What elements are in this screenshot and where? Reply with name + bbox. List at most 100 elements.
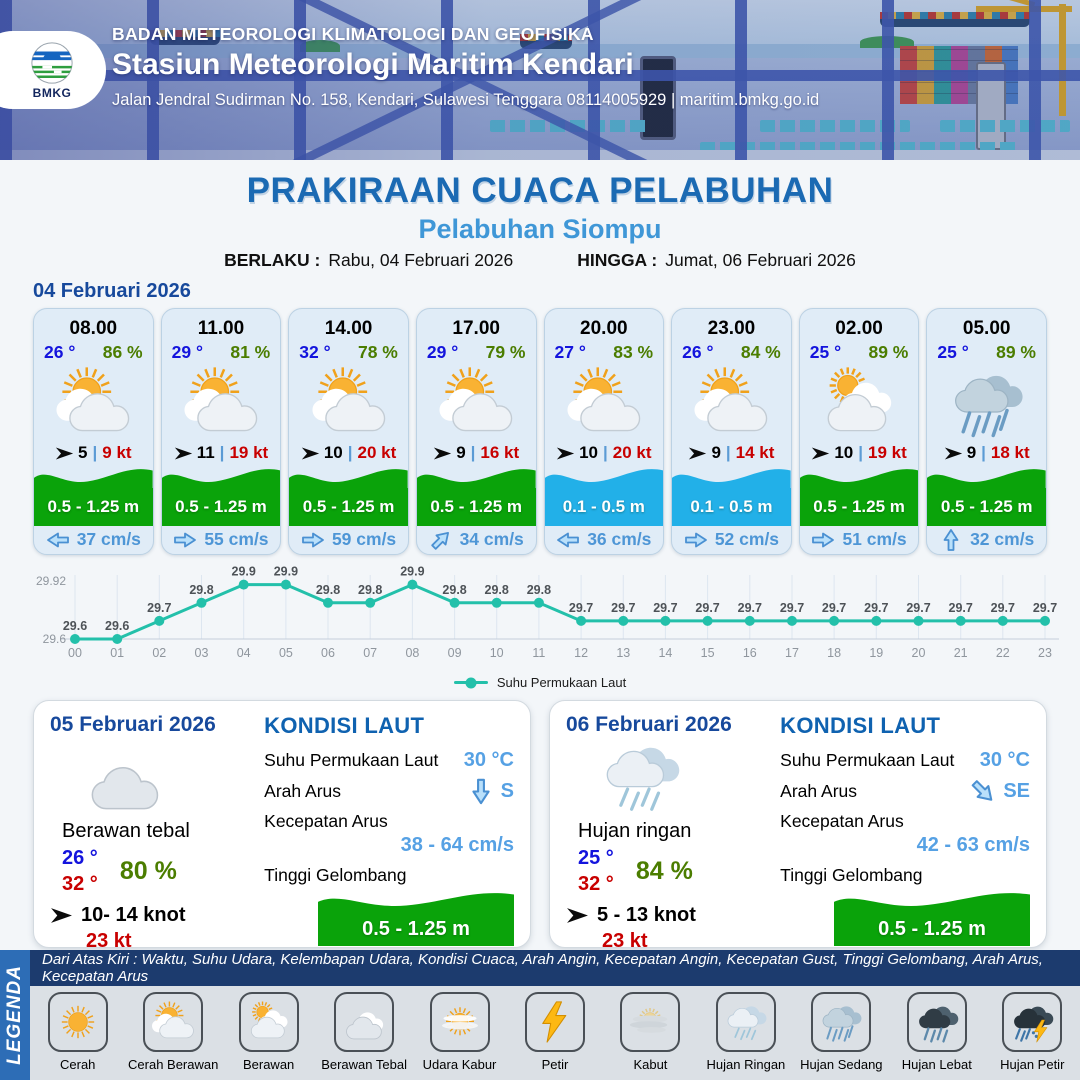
wave-height-label: Tinggi Gelombang <box>780 865 923 885</box>
current-speed-label: Kecepatan Arus <box>780 811 904 831</box>
wave-height-value: 0.1 - 0.5 m <box>690 496 773 516</box>
svg-text:22: 22 <box>996 646 1010 660</box>
wave-height-value: 0.5 - 1.25 m <box>878 917 986 940</box>
chart-legend: Suhu Permukaan Laut <box>10 675 1070 690</box>
legend-title: LEGENDA <box>4 965 25 1065</box>
wind-row: 9 | 18 kt <box>927 443 1046 464</box>
current-direction-label: Arah Arus <box>780 781 858 801</box>
svg-text:29.8: 29.8 <box>316 583 340 597</box>
svg-text:08: 08 <box>405 646 419 660</box>
svg-text:20: 20 <box>912 646 926 660</box>
wave-shape <box>289 468 408 488</box>
wind-row: 10 | 19 kt <box>800 443 919 464</box>
current-row: 32 cm/s <box>927 526 1046 554</box>
current-speed: 36 cm/s <box>587 529 652 550</box>
legend-item: Udara Kabur <box>415 992 505 1072</box>
svg-text:11: 11 <box>532 646 545 660</box>
legend-item: Petir <box>510 992 600 1072</box>
svg-text:04: 04 <box>237 646 251 660</box>
wave-height-band: 0.5 - 1.25 m <box>927 464 1046 526</box>
humidity: 79 % <box>485 342 526 362</box>
wave-height-value: 0.5 - 1.25 m <box>175 496 267 516</box>
separator: | <box>470 443 476 463</box>
air-temperature: 26 ° <box>44 342 76 362</box>
wind-direction-icon <box>567 908 588 923</box>
separator: | <box>981 443 986 463</box>
svg-text:29.7: 29.7 <box>780 601 804 615</box>
hourly-forecast-card: 02.00 25 ° 89 % 10 | 19 kt 0.5 - 1.25 m … <box>798 308 920 555</box>
wave-height-band: 0.5 - 1.25 m <box>799 464 919 526</box>
current-speed: 59 cm/s <box>331 529 397 550</box>
wind-row: 11 | 19 kt <box>162 443 281 464</box>
svg-text:21: 21 <box>954 646 968 660</box>
current-direction-value: S <box>500 780 514 802</box>
forecast-time: 20.00 <box>580 318 628 339</box>
wave-height-label: Tinggi Gelombang <box>264 865 407 885</box>
svg-text:29.7: 29.7 <box>653 601 677 615</box>
title-section: PRAKIRAAN CUACA PELABUHAN Pelabuhan Siom… <box>0 160 1080 271</box>
weather-icon <box>927 363 1046 443</box>
separator: | <box>603 443 608 463</box>
humidity: 89 % <box>996 342 1036 362</box>
wind-speed: 9 <box>711 443 721 463</box>
current-row: 34 cm/s <box>417 526 536 554</box>
legend-item-label: Hujan Ringan <box>706 1057 786 1072</box>
current-speed: 51 cm/s <box>842 529 907 550</box>
wind-gust: 19 kt <box>229 443 269 463</box>
forecast-date: 04 Februari 2026 <box>33 280 191 302</box>
wave-height-value: 0.5 - 1.25 m <box>302 496 395 516</box>
legend-item: Hujan Petir <box>987 992 1077 1072</box>
legend-item-label: Hujan Lebat <box>901 1057 972 1072</box>
wave-shape <box>927 468 1046 488</box>
legend-item: Cerah Berawan <box>128 992 218 1072</box>
svg-text:29.9: 29.9 <box>274 565 298 579</box>
separator: | <box>858 443 864 463</box>
weather-icon <box>672 363 791 443</box>
weather-icon <box>289 363 408 443</box>
legend-item-label: Berawan <box>242 1057 295 1072</box>
separator: | <box>92 443 98 463</box>
legend-item-label: Cerah Berawan <box>128 1057 219 1072</box>
svg-text:29.8: 29.8 <box>527 583 551 597</box>
wave-shape <box>416 468 536 488</box>
sst-value: 30 °C <box>463 749 514 771</box>
current-direction-icon <box>46 531 70 549</box>
sst-line-chart: 29.9229.629.60029.60129.70229.80329.9042… <box>36 565 1059 660</box>
air-temperature: 32 ° <box>299 342 331 362</box>
svg-text:02: 02 <box>152 646 166 660</box>
daily-forecast-row: 05 Februari 2026 Berawan tebal 26 ° 32 °… <box>33 700 1047 952</box>
current-direction-icon <box>301 531 325 549</box>
wind-gust: 14 kt <box>735 443 775 463</box>
current-direction-icon <box>811 531 835 549</box>
svg-text:07: 07 <box>363 646 377 660</box>
svg-text:29.7: 29.7 <box>611 601 635 615</box>
wave-height-value: 0.5 - 1.25 m <box>47 496 140 516</box>
wave-height-badge: 0.5 - 1.25 m <box>834 888 1030 946</box>
hourly-forecast-card: 14.00 32 ° 78 % 10 | 20 kt 0.5 - 1.25 m … <box>288 308 409 555</box>
sst-label: Suhu Permukaan Laut <box>780 750 955 770</box>
bmkg-logo-text: BMKG <box>32 86 72 100</box>
forecast-time: 14.00 <box>324 318 373 339</box>
sst-value: 30 °C <box>979 749 1030 771</box>
air-temperature: 27 ° <box>554 342 586 362</box>
svg-text:14: 14 <box>658 646 672 660</box>
current-speed: 55 cm/s <box>204 529 269 550</box>
air-temperature: 25 ° <box>937 342 969 362</box>
humidity: 81 % <box>230 342 271 362</box>
svg-text:29.8: 29.8 <box>485 583 509 597</box>
legend-caption: Dari Atas Kiri : Waktu, Suhu Udara, Kele… <box>30 950 1080 986</box>
svg-text:29.8: 29.8 <box>442 583 466 597</box>
daily-forecast-card: 06 Februari 2026 Hujan ringan 25 ° 32 ° … <box>549 700 1047 952</box>
hourly-forecast-card: 08.00 26 ° 86 % 5 | 9 kt 0.5 - 1.25 m 37… <box>33 308 154 555</box>
weather-icon <box>162 363 281 443</box>
valid-to-date: Jumat, 06 Februari 2026 <box>665 250 856 270</box>
wind-direction-icon <box>301 447 319 460</box>
forecast-time: 11.00 <box>197 318 245 339</box>
hourly-forecast-card: 05.00 25 ° 89 % 9 | 18 kt 0.5 - 1.25 m 3… <box>926 308 1047 555</box>
svg-text:15: 15 <box>701 646 715 660</box>
wind-direction-icon <box>944 447 962 460</box>
wind-gust: 20 kt <box>357 443 397 463</box>
humidity: 84 % <box>635 856 693 885</box>
temp-min: 26 ° <box>62 847 98 869</box>
current-speed: 37 cm/s <box>76 529 141 550</box>
